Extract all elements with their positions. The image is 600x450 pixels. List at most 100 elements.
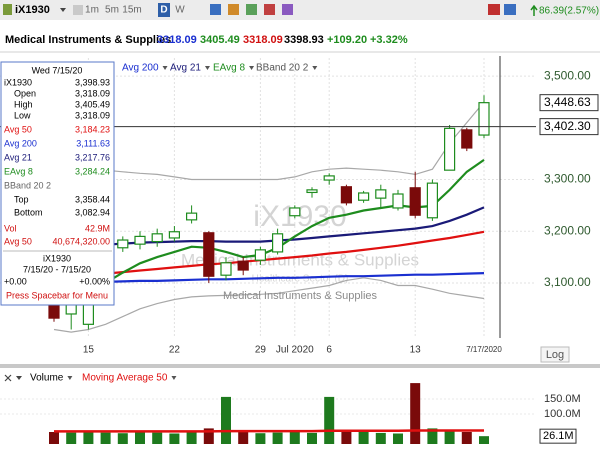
close-icon[interactable]	[4, 374, 12, 382]
volume-bar	[375, 432, 386, 444]
pane-indicator[interactable]: Volume	[30, 373, 64, 384]
timeframe[interactable]: 1m	[85, 5, 99, 16]
volume-bar	[152, 432, 163, 444]
candle-body	[203, 232, 215, 277]
panel-label: Top	[14, 194, 29, 204]
layout-icon[interactable]	[73, 5, 83, 15]
pane-indicator[interactable]: Moving Average 50	[82, 373, 168, 384]
candle-body	[289, 207, 301, 217]
bband-line	[53, 277, 485, 333]
timeframe[interactable]: D	[160, 5, 167, 16]
volume-bar	[444, 429, 455, 444]
x-tick-label: 13	[410, 345, 422, 356]
dropdown-arrow[interactable]	[16, 376, 22, 380]
volume-bar	[117, 433, 128, 444]
x-tick-label: 29	[255, 345, 267, 356]
candle-body	[478, 102, 490, 136]
candle-body	[358, 192, 370, 201]
panel-range: 7/15/20 - 7/15/20	[23, 264, 91, 274]
tool-icon[interactable]	[282, 4, 293, 15]
tool-icon[interactable]	[228, 4, 239, 15]
tool-icon[interactable]	[210, 4, 221, 15]
price-marker-label: 3,448.63	[544, 95, 591, 109]
dropdown-arrow[interactable]	[249, 66, 255, 70]
toolbar-change: 86.39(2.57%)	[539, 6, 599, 17]
header-name: Medical Instruments & Supplies	[5, 34, 171, 46]
volume-marker	[539, 428, 577, 444]
timeframe[interactable]: 5m	[105, 5, 119, 16]
candle-body	[340, 186, 352, 204]
annotation: Medical Instruments & Supplies	[223, 290, 378, 302]
indicator-label[interactable]: Avg 21	[170, 63, 201, 74]
candle-body	[117, 239, 129, 249]
timeframe[interactable]: W	[175, 5, 185, 16]
indicator-label[interactable]: BBand 20 2	[256, 63, 309, 74]
dropdown-arrow[interactable]	[60, 8, 66, 12]
dropdown-arrow[interactable]	[171, 376, 177, 380]
timeframe[interactable]: 15m	[122, 5, 141, 16]
panel-label: EAvg 8	[4, 166, 33, 176]
header-change-pct: +3.32%	[370, 34, 408, 46]
volume-ma-line	[54, 429, 484, 433]
volume-bar	[479, 436, 489, 444]
panel-value: 3,082.94	[75, 207, 110, 217]
toolbar-symbol[interactable]: iX1930	[15, 4, 50, 16]
candle-body	[323, 175, 335, 181]
volume-bar	[341, 431, 352, 444]
volume-marker-label: 26.1M	[543, 430, 574, 442]
panel-value: 3,284.24	[75, 166, 110, 176]
candle-body	[461, 129, 473, 149]
volume-bar	[324, 396, 335, 444]
volume-bar	[49, 432, 59, 444]
volume-bar	[83, 431, 94, 444]
candle-body	[151, 233, 163, 243]
panel-change: +0.00	[4, 276, 27, 286]
panel-symbol: iX1930	[43, 253, 71, 263]
volume-bar	[66, 432, 77, 444]
panel-label: Avg 50	[4, 236, 32, 246]
dropdown-arrow[interactable]	[67, 376, 73, 380]
candle-body	[220, 262, 232, 276]
dropdown-arrow[interactable]	[312, 66, 318, 70]
info-panel	[0, 61, 115, 306]
volume-bar	[461, 432, 472, 444]
panel-value: 42.9M	[85, 223, 110, 233]
panel-label: iX1930	[4, 77, 32, 87]
panel-label: Vol	[4, 223, 17, 233]
indicator-label[interactable]: Avg 200	[122, 63, 159, 74]
panel-change-pct: +0.00%	[79, 276, 110, 286]
panel-label: Avg 50	[4, 124, 32, 134]
tool-icon[interactable]	[246, 4, 257, 15]
x-tick-label: 22	[169, 345, 181, 356]
candle-body	[392, 193, 404, 209]
candle-body	[409, 187, 421, 216]
volume-bar	[358, 432, 369, 444]
volume-bar	[272, 432, 283, 444]
panel-label: Open	[14, 88, 36, 98]
volume-bar	[410, 383, 421, 444]
tool-icon[interactable]	[264, 4, 275, 15]
indicator-label[interactable]: EAvg 8	[213, 63, 245, 74]
panel-hint: Press Spacebar for Menu	[6, 290, 108, 300]
dropdown-arrow[interactable]	[204, 66, 210, 70]
panel-value: 3,111.63	[76, 138, 110, 148]
panel-label: High	[14, 99, 33, 109]
share-icon[interactable]	[504, 4, 516, 15]
volume-bar	[393, 433, 403, 444]
up-arrow	[530, 4, 538, 16]
log-label[interactable]: Log	[546, 349, 564, 361]
dropdown-arrow[interactable]	[162, 66, 168, 70]
log-button[interactable]	[540, 346, 570, 363]
x-tick-label: Jul 2020	[276, 345, 314, 356]
rt-icon[interactable]	[488, 4, 500, 15]
price-marker-label: 3,402.30	[544, 119, 591, 133]
panel-label: Avg 200	[4, 138, 37, 148]
bband-line	[53, 101, 485, 181]
candle-body	[237, 260, 249, 271]
panel-label: Bottom	[14, 207, 43, 217]
panel-label: Low	[14, 110, 31, 120]
price-marker	[539, 94, 599, 112]
price-marker	[539, 118, 599, 136]
candle-body	[306, 189, 318, 194]
